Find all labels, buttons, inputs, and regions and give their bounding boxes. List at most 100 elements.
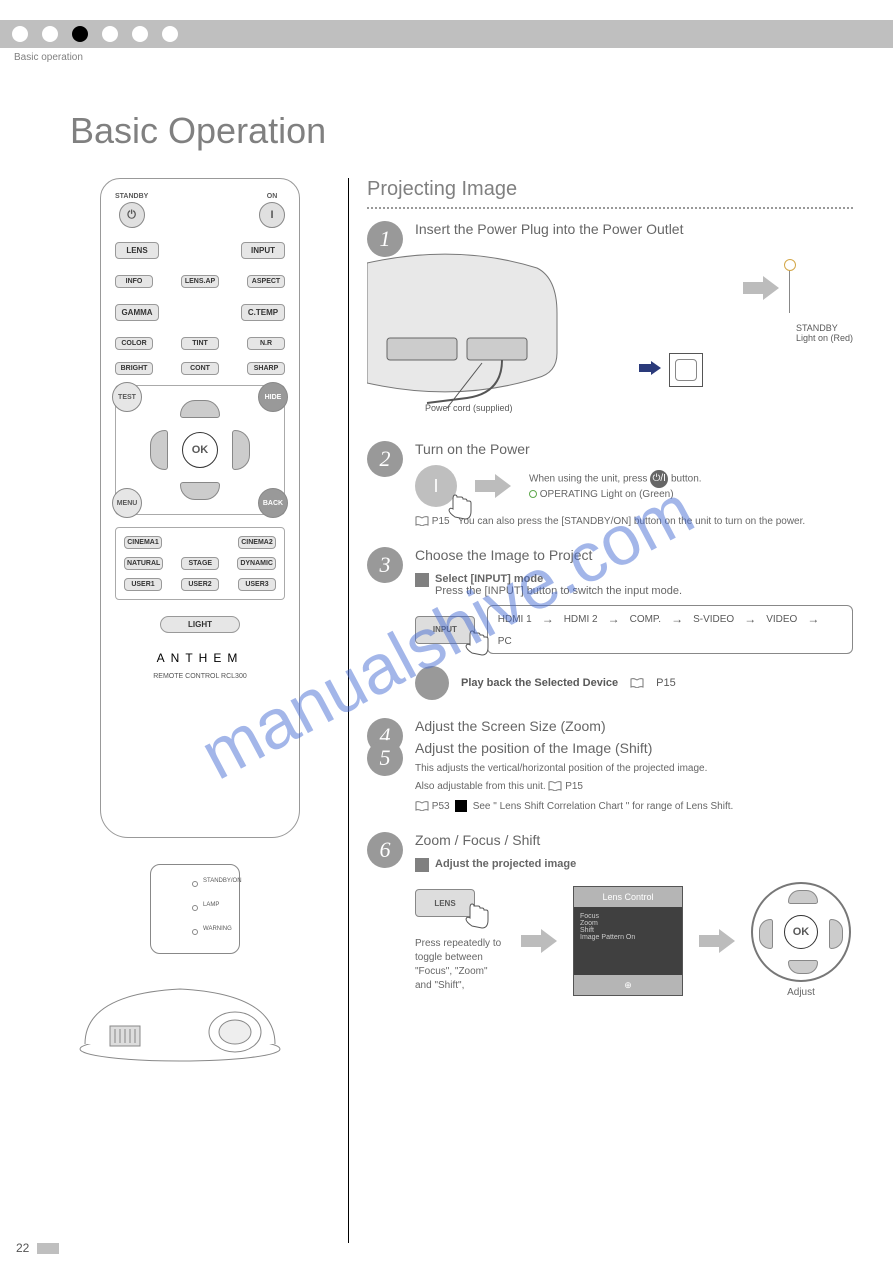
dpad-area: TEST HIDE MENU BACK OK: [115, 385, 285, 515]
nr-button[interactable]: N.R: [247, 337, 285, 350]
lens-menu-shift: Shift: [580, 927, 676, 934]
step-5-number: 5: [367, 740, 403, 776]
standby-text: STANDBY: [796, 323, 853, 333]
user2-button[interactable]: USER2: [181, 578, 219, 591]
step-2-title: Turn on the Power: [415, 441, 853, 457]
remote-model: REMOTE CONTROL RCL300: [153, 673, 246, 680]
remote-control-illustration: STANDBY ⏻ ON I LENS INPUT INFO LENS.AP A…: [100, 178, 300, 838]
bright-button[interactable]: BRIGHT: [115, 362, 153, 375]
arrow-right-icon: [699, 929, 735, 953]
vertical-divider: [348, 178, 349, 1243]
test-button[interactable]: TEST: [112, 382, 142, 412]
lens-control-menu: Lens Control Focus Zoom Shift Image Patt…: [573, 886, 683, 996]
book-icon: [630, 678, 644, 688]
standby-indicator: [743, 263, 853, 313]
step-5-desc: This adjusts the vertical/horizontal pos…: [415, 762, 853, 776]
cont-button[interactable]: CONT: [181, 362, 219, 375]
seq-comp: COMP.: [630, 614, 662, 625]
lensap-button[interactable]: LENS.AP: [181, 275, 219, 288]
projector-body-icon: [70, 954, 290, 1064]
lens-menu-pattern: Image Pattern On: [580, 934, 676, 941]
user3-button[interactable]: USER3: [238, 578, 276, 591]
tint-button[interactable]: TINT: [181, 337, 219, 350]
sub-bullet-icon: [415, 858, 429, 872]
sharp-button[interactable]: SHARP: [247, 362, 285, 375]
input-button-graphic[interactable]: INPUT: [415, 616, 475, 644]
step-4: 4 Adjust the Screen Size (Zoom): [367, 718, 853, 734]
lens-note: Press repeatedly to toggle between "Focu…: [415, 937, 505, 993]
lens-button-label: LENS: [434, 899, 455, 908]
sub-bullet-icon: [415, 573, 429, 587]
gamma-button[interactable]: GAMMA: [115, 304, 159, 321]
cinema2-button[interactable]: CINEMA2: [238, 536, 276, 549]
step-5-note: Also adjustable from this unit.: [415, 781, 546, 792]
led-warning-label: WARNING: [203, 926, 232, 932]
seq-svideo: S-VIDEO: [693, 614, 734, 625]
natural-button[interactable]: NATURAL: [124, 557, 163, 570]
lens-button-graphic[interactable]: LENS: [415, 889, 475, 917]
brand-logo: ANTHEM: [157, 651, 244, 665]
projecting-image-heading: Projecting Image: [367, 178, 853, 201]
user1-button[interactable]: USER1: [124, 578, 162, 591]
dpad[interactable]: OK: [150, 400, 250, 500]
lens-menu-footer: ⊕: [574, 975, 682, 995]
finger-press-icon: [447, 493, 475, 521]
power-on-button-icon[interactable]: I: [415, 465, 457, 507]
ok-dpad[interactable]: OK: [751, 882, 851, 982]
on-button[interactable]: I: [259, 202, 285, 228]
cinema1-button[interactable]: CINEMA1: [124, 536, 162, 549]
book-icon: [415, 801, 429, 811]
lens-menu-focus: Focus: [580, 913, 676, 920]
step-2-number: 2: [367, 441, 403, 477]
step-3-number: 3: [367, 547, 403, 583]
power-outlet-icon: [669, 353, 703, 387]
input-sequence: HDMI 1→ HDMI 2→ COMP.→ S-VIDEO→ VIDEO→ P…: [487, 605, 853, 654]
seq-pc: PC: [498, 636, 512, 647]
step-2-memo: You can also press the [STANDBY/ON] butt…: [458, 516, 805, 527]
unit-note-suffix: button.: [671, 474, 702, 485]
light-button[interactable]: LIGHT: [160, 616, 240, 633]
lens-menu-header: Lens Control: [574, 887, 682, 907]
dynamic-button[interactable]: DYNAMIC: [237, 557, 276, 570]
step-3: 3 Choose the Image to Project Select [IN…: [367, 547, 853, 700]
operating-desc: Light on (Green): [601, 489, 674, 500]
step-5-title: Adjust the position of the Image (Shift): [415, 740, 853, 756]
ok-button[interactable]: OK: [182, 432, 218, 468]
step-1-title: Insert the Power Plug into the Power Out…: [415, 221, 853, 237]
arrow-right-icon: [743, 276, 779, 300]
section-tag: Basic operation: [14, 52, 83, 63]
seq-hdmi1: HDMI 1: [498, 614, 532, 625]
finger-press-icon: [464, 902, 492, 930]
step-6-sub-title: Adjust the projected image: [435, 858, 576, 870]
finger-press-icon: [464, 629, 492, 657]
standby-button[interactable]: ⏻: [119, 202, 145, 228]
lens-button[interactable]: LENS: [115, 242, 159, 259]
aspect-button[interactable]: ASPECT: [247, 275, 285, 288]
step-3-ref: P15: [656, 677, 676, 689]
step-4-title: Adjust the Screen Size (Zoom): [415, 718, 853, 734]
step-5: 5 Adjust the position of the Image (Shif…: [367, 740, 853, 814]
projector-rear-icon: [367, 243, 597, 413]
step-2: 2 Turn on the Power I When using the uni…: [367, 441, 853, 529]
stage-button[interactable]: STAGE: [181, 557, 219, 570]
input-button[interactable]: INPUT: [241, 242, 285, 259]
ok-pad-block: OK Adjust: [751, 882, 851, 1000]
led-lamp-label: LAMP: [203, 902, 219, 908]
progress-dots: [12, 26, 178, 42]
plug-arrow-icon: [639, 361, 661, 375]
step-6: 6 Zoom / Focus / Shift Adjust the projec…: [367, 832, 853, 1000]
step-3-title: Choose the Image to Project: [415, 547, 853, 563]
step-3-sub1-title: Select [INPUT] mode: [435, 573, 543, 585]
book-icon: [415, 516, 429, 526]
ok-center-button[interactable]: OK: [784, 915, 818, 949]
projector-illustration: STANDBY/ON LAMP WARNING: [70, 874, 330, 1074]
color-button[interactable]: COLOR: [115, 337, 153, 350]
preset-box: CINEMA1 CINEMA2 NATURAL STAGE DYNAMIC US…: [115, 527, 285, 600]
adjust-note: Adjust: [751, 986, 851, 1000]
back-button[interactable]: BACK: [258, 488, 288, 518]
info-button[interactable]: INFO: [115, 275, 153, 288]
ctemp-button[interactable]: C.TEMP: [241, 304, 285, 321]
menu-button[interactable]: MENU: [112, 488, 142, 518]
hide-button[interactable]: HIDE: [258, 382, 288, 412]
arrow-right-icon: [521, 929, 557, 953]
